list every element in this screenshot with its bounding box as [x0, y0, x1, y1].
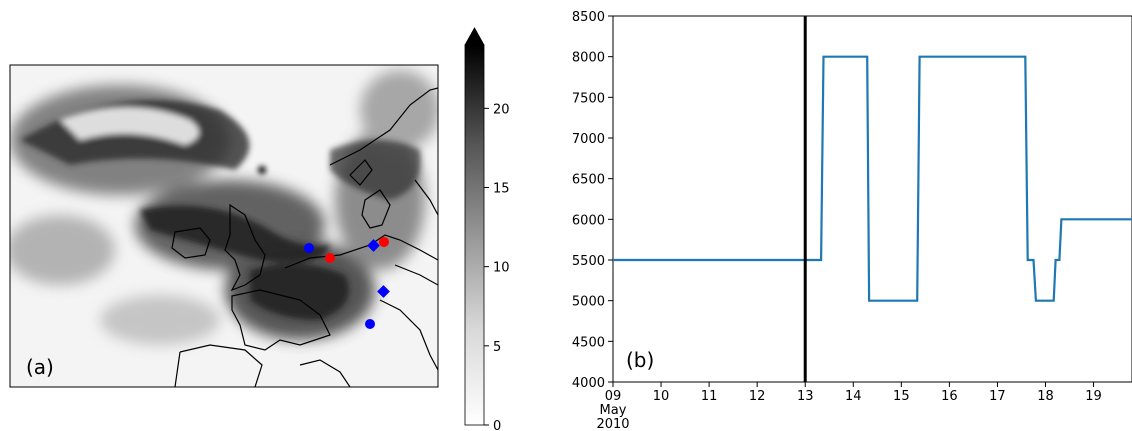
colorbar-extend-arrow	[464, 27, 485, 46]
line-chart: 4000 4500 5000 5500 6000 6500 7000 7500 8000 8500…	[572, 10, 1132, 431]
series-line	[613, 55, 1132, 302]
colorbar-tick-label: 10	[493, 261, 510, 276]
x-tick-label: 18	[1037, 389, 1054, 404]
y-tick-label: 4000	[572, 376, 605, 391]
y-tick-label: 6000	[572, 213, 605, 228]
panel-b-label: (b)	[626, 348, 654, 372]
colorbar-tick-label: 15	[493, 182, 510, 197]
x-tick-label: 19	[1085, 389, 1102, 404]
marker-blue-diamond	[367, 239, 380, 252]
marker-blue-diamond	[377, 285, 390, 298]
x-tick-label: 11	[701, 389, 718, 404]
y-tick-label: 5500	[572, 254, 605, 269]
y-tick-label: 7500	[572, 91, 605, 106]
colorbar-tick-label: 0	[493, 419, 501, 431]
line-chart-frame	[612, 15, 1132, 383]
x-tick-label: 13	[797, 389, 814, 404]
colorbar-tick-label: 20	[493, 102, 510, 117]
y-tick-label: 8000	[572, 51, 605, 66]
x-tick-label: 15	[893, 389, 910, 404]
marker-red-circle	[325, 253, 335, 263]
x-tick-label: 17	[989, 389, 1006, 404]
y-tick-label: 5000	[572, 295, 605, 310]
line-chart-series	[613, 55, 1132, 302]
y-tick-label: 7000	[572, 132, 605, 147]
x-tick-label: 16	[941, 389, 958, 404]
map-frame	[9, 64, 439, 388]
marker-red-circle	[379, 237, 389, 247]
marker-blue-circle	[304, 243, 314, 253]
map-panel: (a)	[9, 64, 439, 388]
colorbar-gradient	[464, 44, 485, 426]
x-tick-label: 14	[845, 389, 862, 404]
marker-blue-circle	[365, 319, 375, 329]
panel-a-label: (a)	[26, 355, 54, 379]
map-heat-field	[10, 70, 438, 387]
colorbar: 0 5 10 15 20	[464, 27, 510, 431]
y-tick-label: 8500	[572, 10, 605, 25]
line-chart-ticks: 4000 4500 5000 5500 6000 6500 7000 7500 8000 8500…	[572, 10, 1102, 431]
x-tick-label: 09 May 2010	[596, 389, 629, 431]
colorbar-tick-label: 5	[493, 340, 501, 355]
y-tick-label: 6500	[572, 173, 605, 188]
x-tick-label: 10	[653, 389, 670, 404]
map-markers	[304, 237, 390, 329]
x-tick-label: 12	[749, 389, 766, 404]
y-tick-label: 4500	[572, 335, 605, 350]
